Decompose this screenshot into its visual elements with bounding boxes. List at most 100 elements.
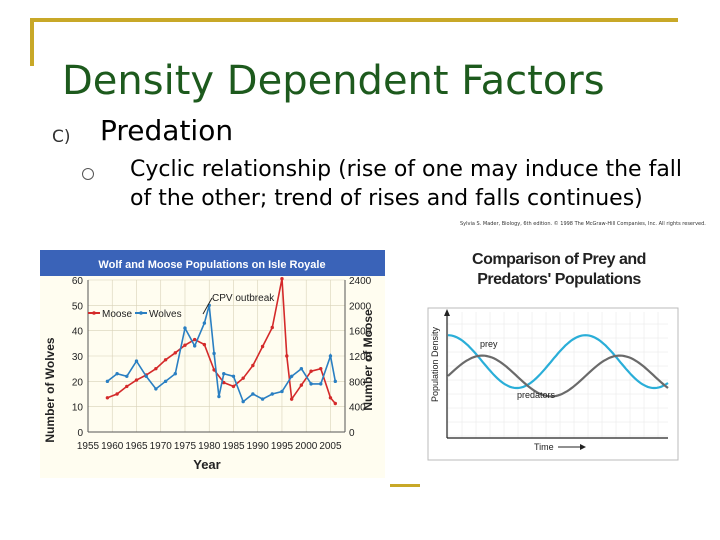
chart1-x-axis-label: Year <box>193 457 220 472</box>
cpv-annotation: CPV outbreak <box>202 293 275 315</box>
chart1-wolves-point <box>163 379 168 384</box>
chart1-right-tick-label: 800 <box>349 377 366 388</box>
chart1-moose-point <box>173 351 177 355</box>
chart1-x-tick-label: 1980 <box>198 441 221 452</box>
cpv-annotation-label: CPV outbreak <box>212 293 275 304</box>
chart1-right-tick-label: 1600 <box>349 327 372 338</box>
chart1-wolves-point <box>333 379 338 384</box>
chart1-moose-point <box>125 384 129 389</box>
chart2-title-line2: Predators' Populations <box>477 271 641 288</box>
chart1-right-tick-label: 1200 <box>349 352 372 363</box>
chart1-left-axis-label: Number of Wolves <box>43 337 57 442</box>
chart1-wolves-point <box>260 397 265 401</box>
chart1-moose-point <box>134 378 139 382</box>
chart2-prey-curve <box>447 334 669 390</box>
chart1-moose-point <box>154 366 158 371</box>
chart1-moose-line <box>107 278 336 405</box>
bullet-cyclic-relationship: Cyclic relationship (rise of one may ind… <box>130 157 683 211</box>
chart1-right-tick-label: 400 <box>349 403 366 414</box>
chart1-left-tick-label: 30 <box>72 352 84 363</box>
chart1-legend: Moose Wolves <box>88 309 182 320</box>
chart1-x-tick-label: 1995 <box>271 441 294 452</box>
bullet-marker: C) <box>52 127 71 147</box>
frame-bottom-rule <box>390 484 420 487</box>
chart1-x-tick-label: 1985 <box>222 441 245 452</box>
chart1-wolves-point <box>222 372 226 376</box>
chart1-x-tick-label: 1990 <box>247 441 270 452</box>
chart1-moose-point <box>285 354 289 358</box>
bullet-circle-icon <box>82 168 94 180</box>
chart1-moose-point <box>333 401 338 406</box>
chart2-time-arrow-icon <box>580 444 586 450</box>
chart1-left-tick-label: 20 <box>72 377 84 388</box>
chart1-moose-point <box>105 396 110 400</box>
chart1-wolves-point <box>309 382 313 386</box>
chart1-moose-point <box>202 342 207 347</box>
chart1-moose-point <box>289 397 294 401</box>
chart2-x-axis-label: Time <box>534 442 554 452</box>
chart1-left-tick-label: 50 <box>72 301 84 312</box>
chart1-wolves-point <box>173 372 177 376</box>
chart1-moose-point <box>280 277 284 281</box>
isle-royale-chart: Wolf and Moose Populations on Isle Royal… <box>40 250 385 478</box>
frame-top-rule <box>30 18 678 22</box>
chart1-left-tick-label: 0 <box>77 428 83 439</box>
chart2-predators-label: predators <box>517 390 556 400</box>
chart2-y-axis-label: Population Density <box>430 326 440 402</box>
chart1-moose-point <box>115 392 119 396</box>
chart1-wolves-point <box>212 351 216 356</box>
chart1-right-axis-label: Number of Moose <box>361 309 375 411</box>
chart1-wolves-point <box>289 374 294 378</box>
chart1-wolves-point <box>280 389 284 394</box>
chart1-right-tick-label: 2000 <box>349 301 372 312</box>
chart2-y-arrow-icon <box>444 309 450 316</box>
chart1-moose-point <box>251 363 255 368</box>
chart1-wolves-point <box>270 392 274 396</box>
chart1-right-tick-label: 2400 <box>349 276 372 287</box>
chart1-right-tick-label: 0 <box>349 428 355 439</box>
chart1-wolves-point <box>202 321 207 325</box>
chart1-left-tick-label: 10 <box>72 403 84 414</box>
chart1-banner <box>40 250 385 276</box>
chart1-x-tick-label: 1970 <box>150 441 173 452</box>
chart1-moose-point <box>222 380 226 385</box>
chart1-x-tick-label: 1955 <box>77 441 100 452</box>
chart1-wolves-point <box>241 399 245 404</box>
legend-wolves: Wolves <box>149 309 182 320</box>
chart1-wolves-point <box>134 359 139 363</box>
chart1-wolves-point <box>125 374 129 378</box>
chart1-moose-point <box>231 384 236 389</box>
chart1-wolves-point <box>328 354 333 358</box>
chart1-x-tick-label: 1965 <box>125 441 148 452</box>
chart1-wolves-point <box>231 374 236 378</box>
chart1-moose-point <box>163 358 168 362</box>
chart1-moose-point <box>319 366 323 371</box>
chart1-wolves-point <box>299 366 304 371</box>
chart1-wolves-point <box>319 382 323 386</box>
frame-left-rule <box>30 18 34 66</box>
chart1-wolves-point <box>251 392 255 396</box>
chart1-moose-point <box>299 383 304 387</box>
chart2-frame <box>427 307 679 461</box>
chart2-title-line1: Comparison of Prey and <box>472 251 646 268</box>
chart1-wolves-point <box>105 379 110 384</box>
chart1-title: Wolf and Moose Populations on Isle Royal… <box>98 259 325 271</box>
prey-predator-chart: Comparison of Prey and Predators' Popula… <box>427 251 679 461</box>
chart1-moose-point <box>270 325 274 330</box>
chart1-x-tick-label: 1975 <box>174 441 197 452</box>
chart1-wolves-point <box>154 387 158 391</box>
chart1-moose-point <box>192 337 197 342</box>
chart1-wolves-point <box>144 374 148 378</box>
chart1-moose-point <box>260 344 265 349</box>
chart1-x-tick-label: 1960 <box>101 441 124 452</box>
bullet-predation: Predation <box>100 114 234 147</box>
chart1-moose-point <box>328 396 333 400</box>
chart1-left-tick-label: 60 <box>72 276 84 287</box>
chart2-credit: Sylvia S. Mader, Biology, 6th edition. ©… <box>460 221 706 227</box>
chart1-moose-point <box>212 368 216 372</box>
chart1-moose-point <box>309 369 313 373</box>
chart1-x-tick-label: 2005 <box>319 441 342 452</box>
chart2-prey-label: prey <box>480 339 498 349</box>
chart1-moose-point <box>241 376 245 380</box>
chart1-wolves-point <box>192 344 197 348</box>
